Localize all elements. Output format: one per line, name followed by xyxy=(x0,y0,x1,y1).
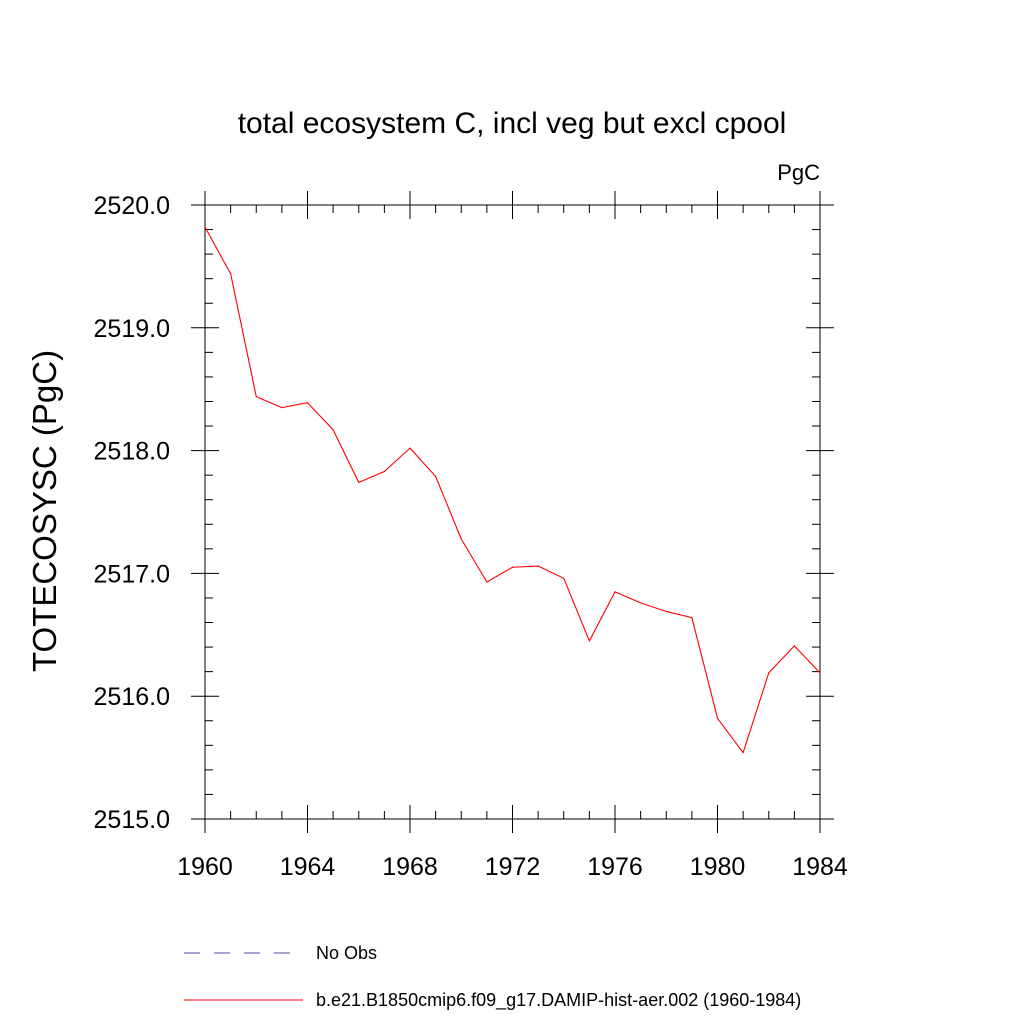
data-point xyxy=(409,447,411,449)
data-point xyxy=(742,752,744,754)
data-point xyxy=(665,610,667,613)
chart-title: total ecosystem C, incl veg but excl cpo… xyxy=(238,107,787,140)
x-tick-label: 1964 xyxy=(280,853,336,881)
x-tick-label: 1980 xyxy=(690,853,746,881)
y-tick-label: 2519.0 xyxy=(94,315,170,343)
series-line xyxy=(204,226,821,754)
x-tick-label: 1972 xyxy=(485,853,541,881)
legend: No Obs b.e21.B1850cmip6.f09_g17.DAMIP-hi… xyxy=(184,943,801,1011)
data-point xyxy=(460,538,462,540)
major-ticks xyxy=(191,191,834,833)
legend-label-model-run: b.e21.B1850cmip6.f09_g17.DAMIP-hist-aer.… xyxy=(316,990,801,1011)
data-point xyxy=(204,226,206,228)
y-tick-label: 2517.0 xyxy=(94,560,170,588)
data-point xyxy=(588,640,590,642)
data-point xyxy=(435,475,437,477)
y-axis-label: TOTECOSYSC (PgC) xyxy=(26,350,63,672)
data-point xyxy=(230,273,232,275)
x-tick-label: 1976 xyxy=(587,853,643,881)
data-point xyxy=(563,577,565,579)
units-label: PgC xyxy=(777,160,820,185)
data-point xyxy=(640,602,642,604)
data-point xyxy=(819,672,821,674)
x-tick-label: 1984 xyxy=(792,853,848,881)
data-point xyxy=(614,591,616,593)
legend-label-no-obs: No Obs xyxy=(316,943,377,963)
y-tick-label: 2515.0 xyxy=(94,806,170,834)
data-point xyxy=(511,566,514,568)
y-tick-label: 2520.0 xyxy=(94,192,170,220)
data-point xyxy=(332,429,334,431)
series-layer xyxy=(204,226,821,754)
y-tick-labels: 2515.0 2516.0 2517.0 2518.0 2519.0 2520.0 xyxy=(94,192,170,834)
data-point xyxy=(358,481,360,484)
data-point xyxy=(768,672,770,674)
data-point xyxy=(486,581,488,583)
data-point xyxy=(793,645,795,647)
x-tick-label: 1960 xyxy=(177,853,233,881)
y-tick-label: 2518.0 xyxy=(94,438,170,466)
data-point xyxy=(281,407,283,409)
data-point xyxy=(306,402,309,404)
data-point xyxy=(716,717,719,719)
data-point xyxy=(255,395,257,398)
data-point xyxy=(537,565,539,567)
y-tick-label: 2516.0 xyxy=(94,683,170,711)
plot-frame xyxy=(204,204,821,820)
data-point xyxy=(383,470,385,473)
x-tick-label: 1968 xyxy=(382,853,438,881)
x-tick-labels: 1960 1964 1968 1972 1976 1980 1984 xyxy=(177,853,848,881)
minor-ticks xyxy=(205,205,820,819)
data-point xyxy=(691,617,693,619)
